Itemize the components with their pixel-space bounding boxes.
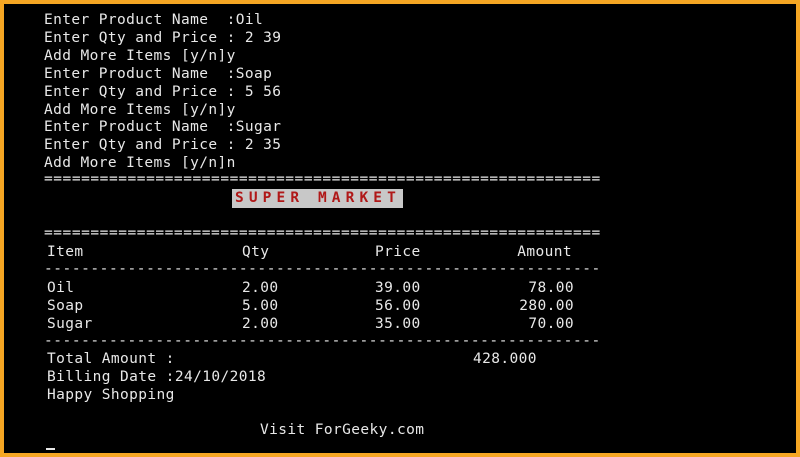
row-amount: 70.00 <box>528 316 574 332</box>
row-qty: 2.00 <box>242 280 279 296</box>
total-value: 428.000 <box>473 351 537 367</box>
billing-date: Billing Date :24/10/2018 <box>47 369 267 385</box>
prompt-line: Enter Qty and Price : 2 35 <box>44 137 282 153</box>
total-label: Total Amount : <box>47 351 175 367</box>
prompt-line: Add More Items [y/n]n <box>44 155 236 171</box>
row-item: Soap <box>47 298 84 314</box>
row-price: 35.00 <box>375 316 421 332</box>
separator-single: ----------------------------------------… <box>44 261 601 277</box>
row-qty: 2.00 <box>242 316 279 332</box>
terminal-window[interactable]: Enter Product Name :Oil Enter Qty and Pr… <box>4 4 796 453</box>
prompt-line: Add More Items [y/n]y <box>44 102 236 118</box>
prompt-line: Enter Product Name :Sugar <box>44 119 282 135</box>
store-banner: SUPER MARKET <box>232 189 403 208</box>
row-price: 39.00 <box>375 280 421 296</box>
row-amount: 280.00 <box>519 298 574 314</box>
header-qty: Qty <box>242 244 270 260</box>
prompt-line: Enter Product Name :Soap <box>44 66 273 82</box>
row-item: Sugar <box>47 316 93 332</box>
row-amount: 78.00 <box>528 280 574 296</box>
separator-double: ========================================… <box>44 225 601 241</box>
prompt-line: Enter Qty and Price : 2 39 <box>44 30 282 46</box>
visit-text: Visit ForGeeky.com <box>260 422 425 438</box>
row-qty: 5.00 <box>242 298 279 314</box>
prompt-line: Enter Qty and Price : 5 56 <box>44 84 282 100</box>
separator-double: ========================================… <box>44 171 601 187</box>
prompt-line: Enter Product Name :Oil <box>44 12 264 28</box>
text-cursor <box>46 448 55 450</box>
header-price: Price <box>375 244 421 260</box>
greeting-text: Happy Shopping <box>47 387 175 403</box>
header-amount: Amount <box>517 244 572 260</box>
header-item: Item <box>47 244 84 260</box>
prompt-line: Add More Items [y/n]y <box>44 48 236 64</box>
separator-single: ----------------------------------------… <box>44 333 601 349</box>
row-item: Oil <box>47 280 75 296</box>
row-price: 56.00 <box>375 298 421 314</box>
